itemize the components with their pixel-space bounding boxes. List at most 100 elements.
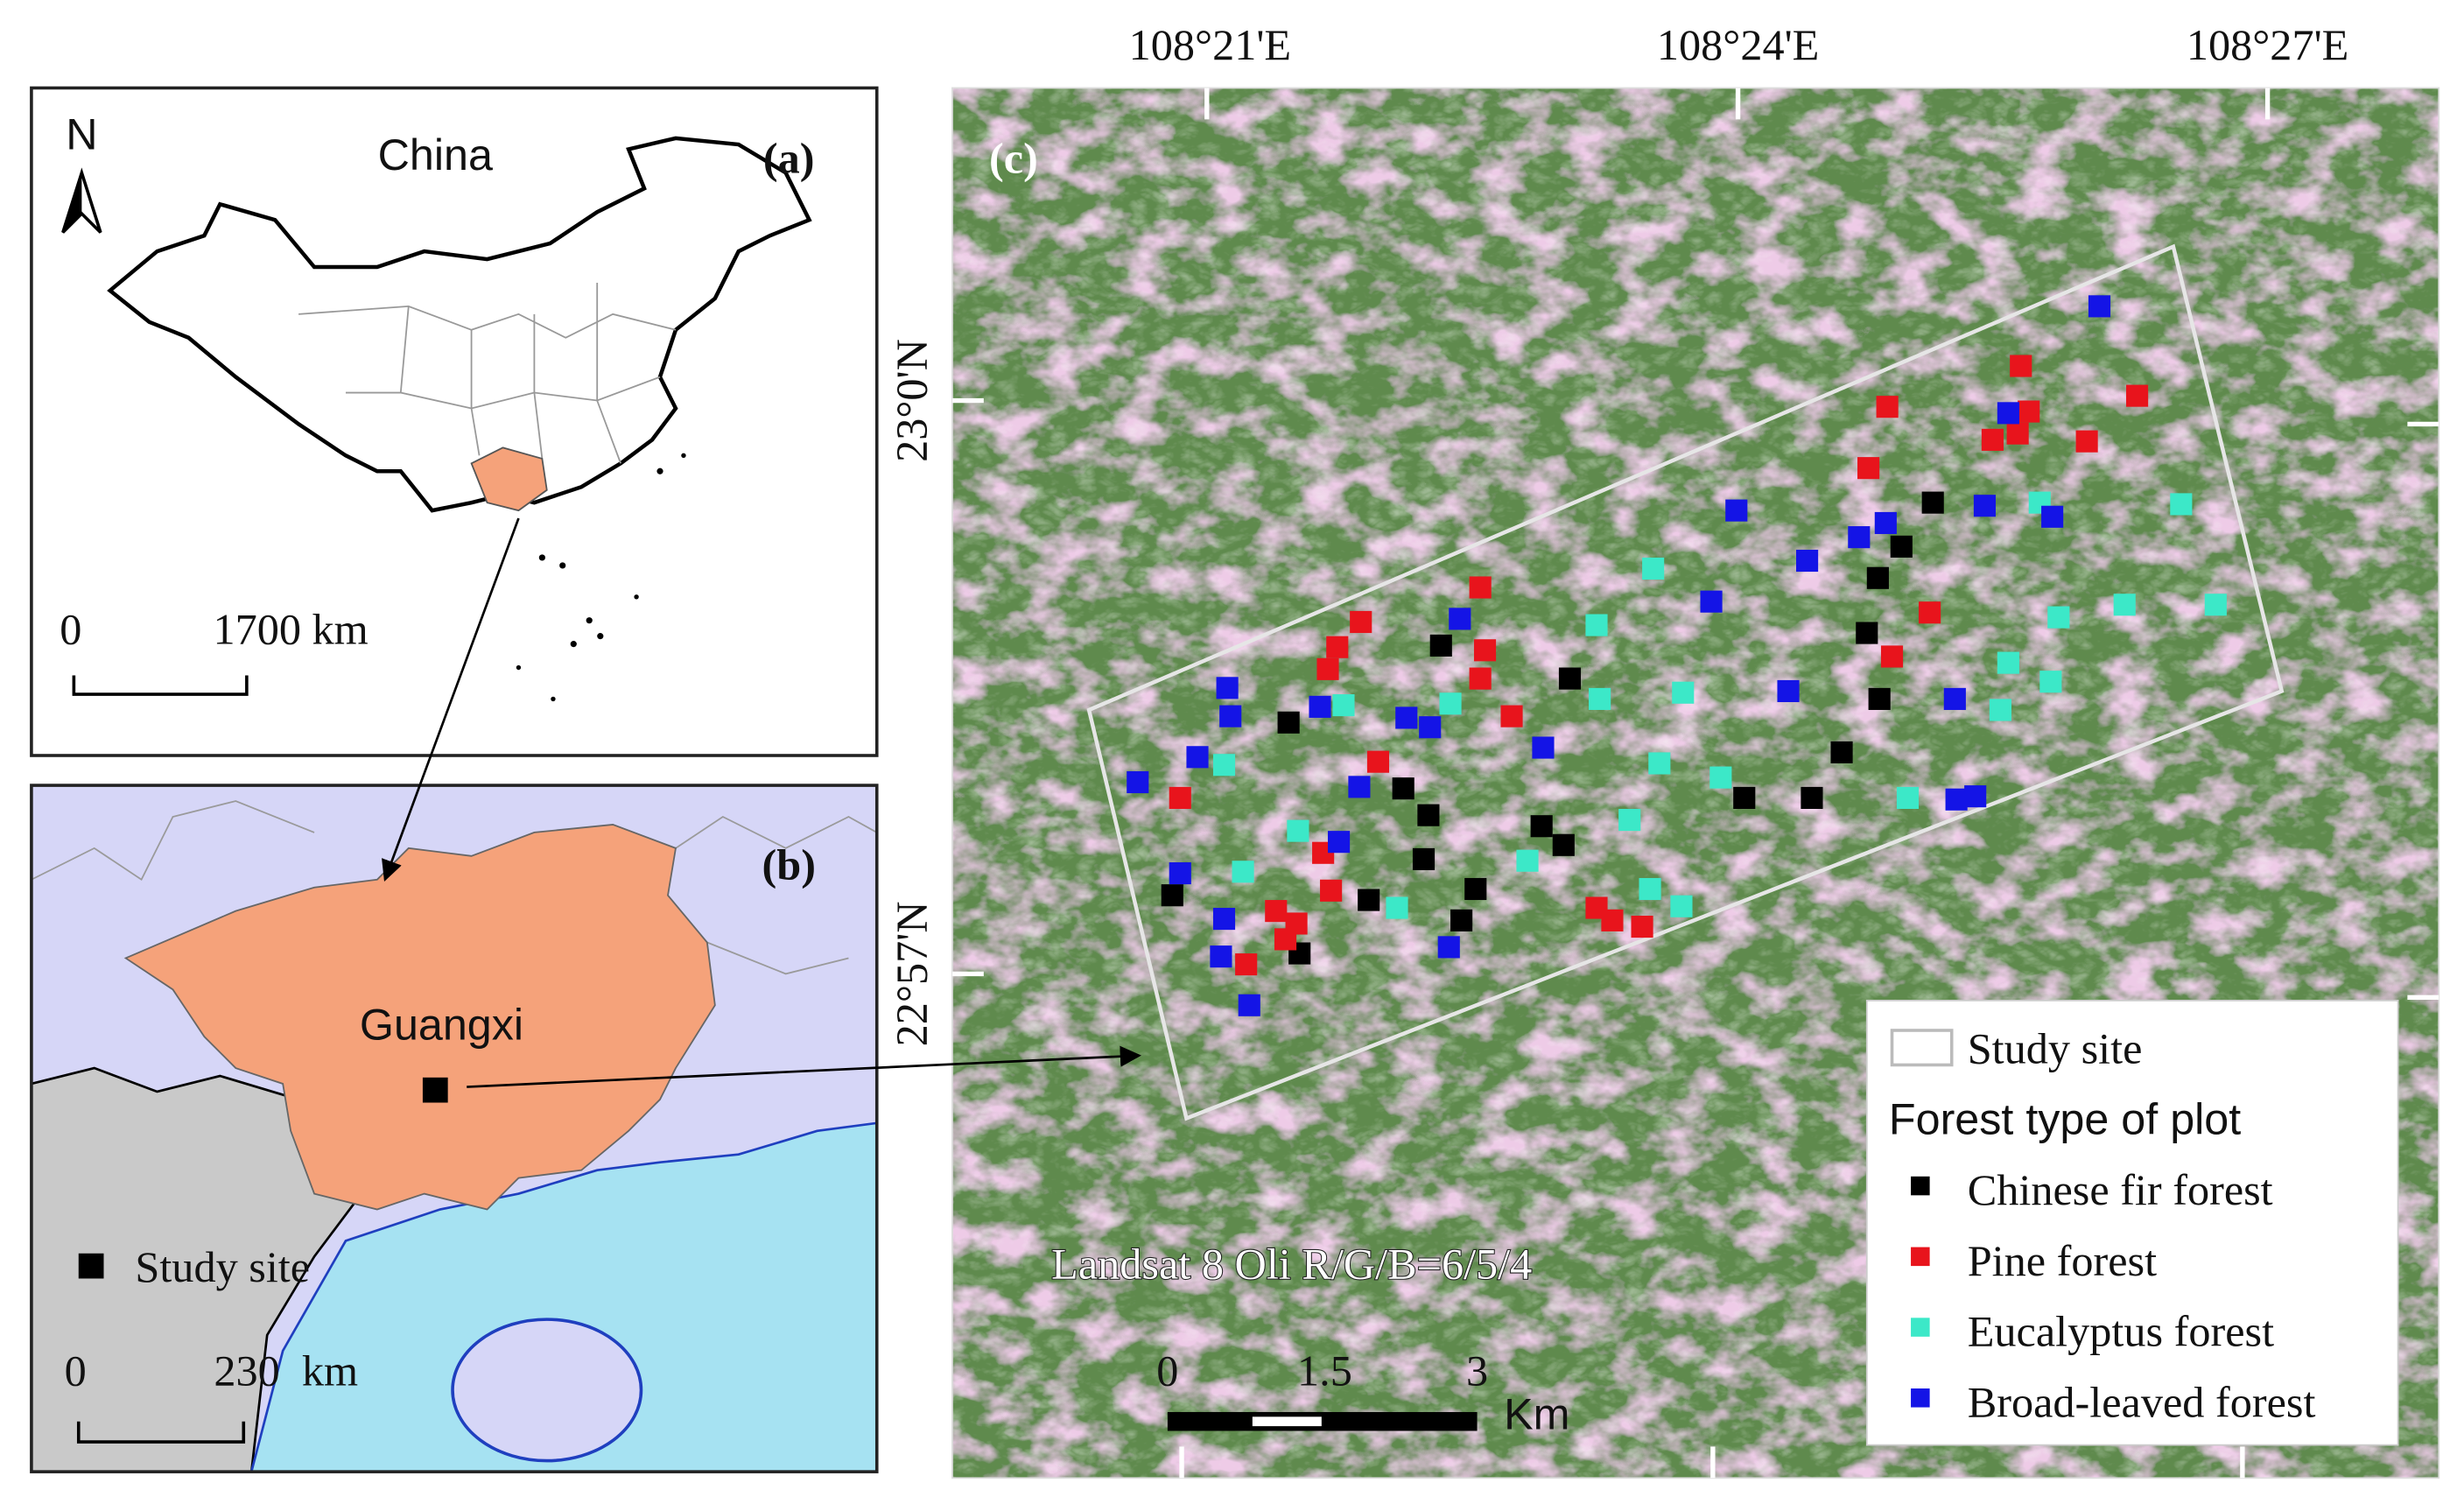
plot-point: [1274, 928, 1297, 951]
plot-point: [1989, 699, 2011, 721]
plot-point: [1530, 815, 1553, 838]
longitude-label: 108°27'E: [2187, 20, 2349, 69]
plot-point: [1997, 402, 2019, 425]
plot-point: [1639, 877, 1661, 901]
plot-point: [1350, 610, 1372, 634]
legend-label: Broad-leaved forest: [1968, 1377, 2316, 1426]
scale-unit: Km: [1504, 1390, 1569, 1439]
plot-point: [1210, 945, 1232, 968]
plot-point: [1212, 754, 1236, 777]
plot-point: [1880, 645, 1904, 668]
plot-point: [2088, 295, 2111, 318]
plot-point: [1366, 750, 1390, 773]
plot-point: [1943, 687, 1966, 710]
legend-label: Study site: [1968, 1024, 2143, 1073]
plot-point: [1618, 809, 1641, 832]
legend-label: Pine forest: [1968, 1236, 2157, 1285]
plot-point: [1896, 786, 1920, 810]
legend-items: Chinese fir forest Pine forest Eucalyptus …: [1911, 1165, 2315, 1426]
imagery-label: Landsat 8 Oli R/G/B=6/5/4: [1051, 1239, 1532, 1288]
plot-point: [1532, 736, 1555, 759]
plot-point: [1589, 687, 1611, 710]
legend-title: Forest type of plot: [1889, 1094, 2241, 1143]
plot-point: [1464, 877, 1487, 901]
legend-marker: [1911, 1247, 1930, 1267]
plot-points: [1127, 295, 2227, 1016]
plot-point: [1945, 788, 1968, 811]
country-label: China: [378, 130, 493, 179]
plot-point: [1964, 785, 1987, 808]
plot-point: [2006, 422, 2029, 445]
plot-point: [1395, 706, 1418, 729]
plot-point: [1219, 705, 1242, 727]
plot-point: [2039, 671, 2062, 693]
province-borders: [298, 282, 677, 464]
plot-point: [2170, 493, 2193, 516]
sea: [249, 1121, 877, 1472]
plot-point: [1473, 639, 1497, 662]
scale-label: 1.5: [1297, 1346, 1352, 1395]
plot-point: [1631, 916, 1653, 938]
plot-point: [1437, 936, 1460, 959]
study-site-boundary: [1086, 243, 2285, 1121]
legend-marker: [1911, 1176, 1930, 1196]
legend-marker: [1911, 1388, 1930, 1408]
plot-point: [2126, 384, 2149, 407]
plot-point: [1316, 657, 1339, 680]
plot-point: [1439, 692, 1462, 715]
legend-marker: [78, 1253, 104, 1279]
province-label: Guangxi: [360, 1001, 523, 1050]
plot-point: [1469, 667, 1492, 690]
plot-point: [2041, 505, 2064, 528]
arrow: [382, 517, 520, 882]
china-outline: [107, 136, 812, 513]
plot-point: [1161, 884, 1183, 907]
province-borders: [31, 800, 877, 975]
plot-point: [1392, 777, 1415, 800]
plot-point: [1848, 526, 1871, 549]
plot-point: [1326, 636, 1349, 658]
plot-point: [1320, 879, 1343, 902]
scale-bar: [1167, 1411, 1478, 1431]
plot-point: [1309, 695, 1331, 718]
plot-point: [1856, 622, 1878, 644]
latitude-label: 23°0'N: [888, 339, 937, 462]
plot-point: [1235, 953, 1258, 976]
plot-point: [1876, 396, 1899, 418]
scale-bar-segment: [1252, 1416, 1322, 1427]
study-site-marker: [422, 1077, 448, 1103]
legend-marker: [1911, 1318, 1930, 1337]
legend-label: Study site: [135, 1242, 310, 1291]
plot-point: [1429, 634, 1452, 657]
plot-point: [1709, 766, 1732, 789]
plot-point: [1981, 428, 2004, 451]
plot-point: [1238, 994, 1260, 1016]
scale-label: 0: [1156, 1346, 1178, 1395]
panel-label: (a): [763, 133, 815, 182]
plot-point: [1866, 566, 1889, 589]
plot-point: [1516, 849, 1539, 872]
legend-boundary-symbol: [1890, 1029, 1954, 1067]
plot-point: [1796, 549, 1819, 573]
scale-label: 3: [1466, 1346, 1488, 1395]
plot-point: [1558, 667, 1582, 690]
plot-point: [2113, 594, 2136, 616]
plot-point: [1500, 705, 1523, 727]
plot-point: [1277, 711, 1300, 734]
panel-b-frame: [30, 784, 879, 1473]
plot-point: [1212, 908, 1236, 931]
plot-point: [1552, 833, 1575, 856]
plot-point: [1287, 819, 1309, 842]
graticule-ticks: [951, 88, 2439, 1479]
panel-label: (b): [762, 840, 816, 889]
scale-bar: [76, 1421, 246, 1444]
longitude-label: 108°24'E: [1657, 20, 1820, 69]
legend-label: Chinese fir forest: [1968, 1165, 2273, 1214]
plot-point: [1328, 831, 1351, 854]
plot-point: [1868, 687, 1891, 710]
plot-point: [1725, 499, 1748, 522]
plot-point: [1449, 608, 1471, 630]
plot-point: [1857, 457, 1880, 480]
hainan-island: [451, 1318, 643, 1463]
